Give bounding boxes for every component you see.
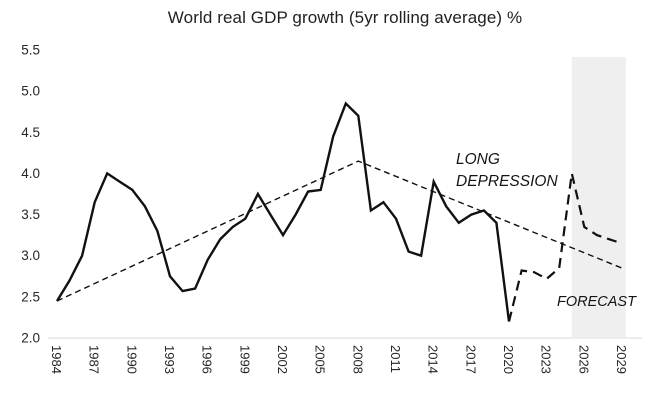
- long-depression-line1: LONG: [456, 151, 500, 168]
- y-tick-label: 5.5: [21, 43, 40, 58]
- x-tick-label: 2011: [388, 345, 403, 373]
- y-tick-label: 5.0: [21, 84, 40, 99]
- x-tick-label: 2020: [501, 345, 516, 374]
- x-tick-label: 1999: [237, 345, 252, 374]
- forecast-band: [571, 57, 626, 337]
- x-tick-label: 2017: [463, 345, 478, 374]
- y-axis-tick-labels: 5.5 5.0 4.5 4.0 3.5 3.0 2.5 2.0: [21, 43, 40, 346]
- y-tick-label: 2.0: [21, 331, 40, 346]
- y-tick-label: 3.0: [21, 248, 40, 263]
- x-tick-label: 2005: [313, 345, 328, 374]
- x-tick-label: 2008: [350, 345, 365, 374]
- x-tick-label: 1996: [200, 345, 215, 374]
- y-tick-label: 4.0: [21, 166, 40, 181]
- x-axis-tick-labels: 1984 1987 1990 1993 1996 1999 2002 2005 2008 2011…: [49, 345, 629, 374]
- x-tick-label: 1993: [162, 345, 177, 374]
- forecast-annotation: FORECAST: [557, 294, 636, 310]
- y-tick-label: 2.5: [21, 289, 40, 304]
- x-tick-label: 1990: [124, 345, 139, 374]
- x-tick-label: 2026: [576, 345, 591, 374]
- actual-series-line: [55, 101, 511, 322]
- x-tick-label: 2023: [539, 345, 554, 374]
- long-depression-line2: DEPRESSION: [456, 173, 558, 190]
- x-tick-label: 2029: [614, 345, 629, 374]
- x-tick-label: 1987: [87, 345, 102, 374]
- trend-dashed-line: [56, 160, 623, 302]
- y-tick-label: 3.5: [21, 207, 40, 222]
- x-tick-label: 2002: [275, 345, 290, 374]
- y-tick-label: 4.5: [21, 125, 40, 140]
- x-tick-label: 1984: [49, 345, 64, 374]
- x-tick-label: 2014: [426, 345, 441, 374]
- chart-title: World real GDP growth (5yr rolling avera…: [167, 8, 523, 27]
- long-depression-annotation: LONG DEPRESSION: [456, 149, 558, 193]
